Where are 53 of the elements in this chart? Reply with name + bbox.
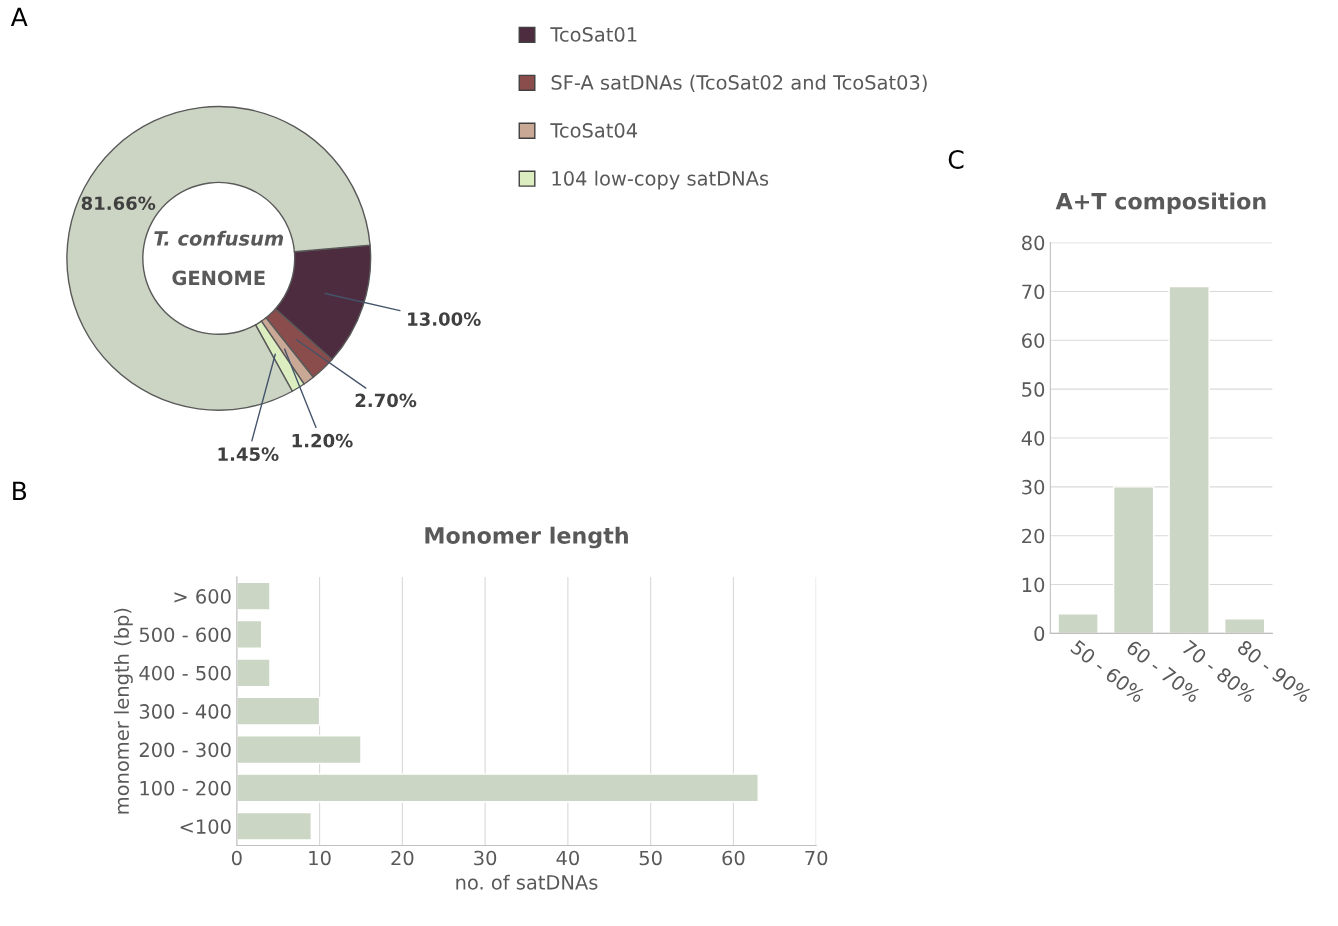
y-tick-label: 200 - 300 [139,742,231,758]
x-tick-label: 70 [805,850,828,866]
text: T. confusum [154,230,284,246]
y-tick-label: 300 - 400 [139,704,231,719]
bar [1223,618,1266,634]
data-label: 1.45% [218,447,279,461]
bar [1057,613,1099,634]
data-label: 1.20% [292,433,353,448]
legend-label: 104 low-copy satDNAs [552,170,769,190]
y-tick-label: > 600 [174,589,231,604]
bar [236,658,271,688]
chart-title: Monomer length [425,526,628,549]
x-tick-label: 0 [231,850,242,866]
bar [1168,285,1210,634]
data-label: 81.66% [81,196,156,211]
y-tick-label: 40 [1021,430,1045,446]
text: A [10,7,28,26]
y-tick-label: 10 [1022,577,1045,593]
legend-label: TcoSat04 [550,123,638,138]
text: C [948,149,964,169]
x-axis-title: no. of satDNAs [456,874,598,890]
y-tick-label: 500 - 600 [139,627,231,643]
y-tick-label: <100 [180,819,231,834]
y-tick-label: 70 [1022,284,1045,300]
bar [236,773,759,803]
bar [236,619,263,649]
text: B [13,481,27,501]
x-tick-label: 60 [722,850,745,866]
x-tick-label: 30 [474,850,497,866]
y-tick-label: 80 [1022,235,1045,251]
bar [236,581,271,611]
x-tick-label: 20 [391,850,414,866]
y-tick-label: 20 [1022,528,1045,544]
y-tick-label: 30 [1022,479,1045,495]
y-tick-label: 100 - 200 [140,780,231,796]
bar [236,811,313,841]
legend-label: TcoSat01 [550,27,637,42]
legend-label: SF-A satDNAs (TcoSat02 and TcoSat03) [551,74,927,93]
x-tick-label: 50 [639,850,662,866]
bar [1112,486,1155,634]
text: GENOME [172,270,265,286]
y-tick-label: 0 [1034,626,1045,642]
y-axis-title: monomer length (bp) [113,608,133,814]
y-tick-label: 50 [1022,382,1045,397]
bar [236,696,321,726]
bar [236,735,362,765]
x-tick-label: 10 [309,850,331,866]
chart-title: A+T composition [1055,192,1266,214]
y-tick-label: 400 - 500 [139,665,231,681]
x-tick-label: 40 [556,850,579,866]
y-tick-label: 60 [1022,333,1045,348]
data-label: 13.00% [408,312,481,326]
data-label: 2.70% [355,393,417,408]
